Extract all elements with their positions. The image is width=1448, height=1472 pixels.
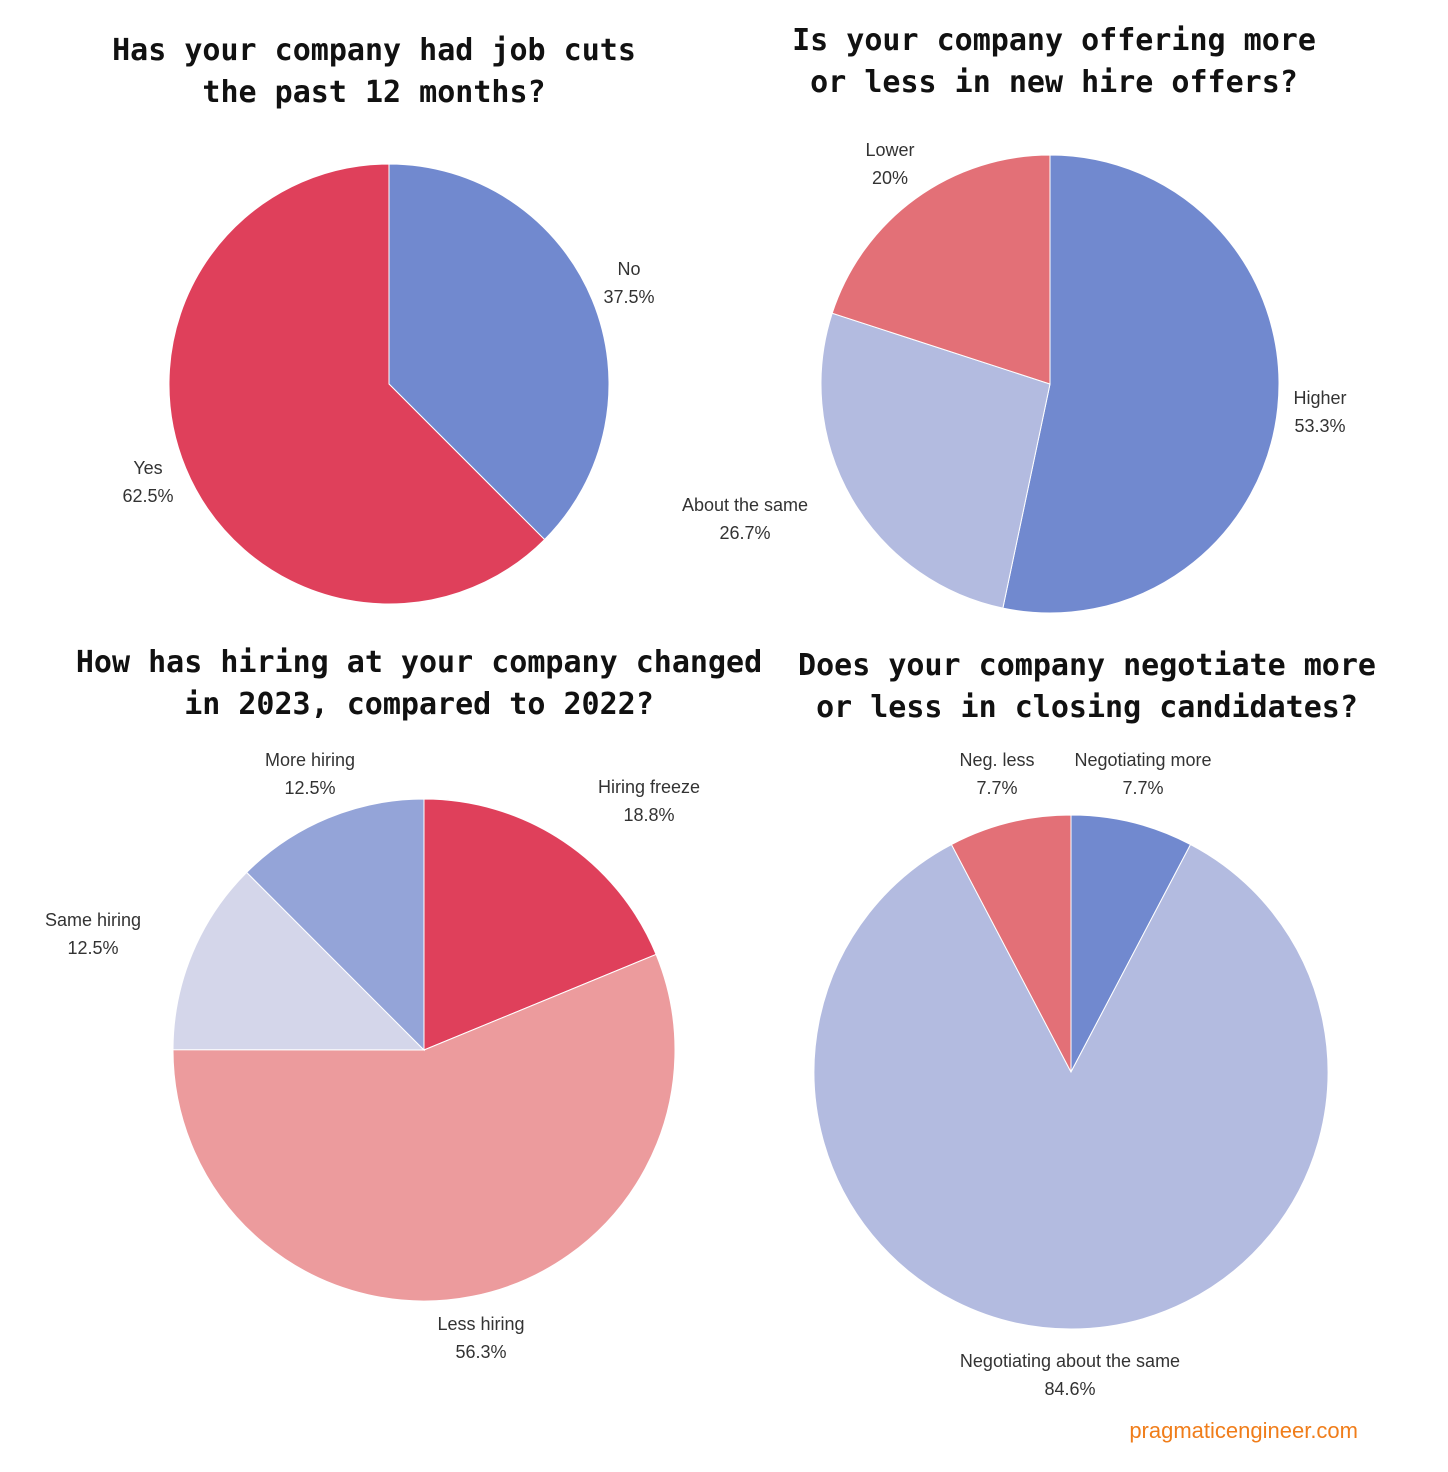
slice-label: Hiring freeze: [598, 777, 700, 797]
pie-chart-1: Has your company had job cuts the past 12…: [112, 33, 655, 605]
slice-value-label: 62.5%: [122, 486, 173, 506]
slice-label: Yes: [133, 458, 162, 478]
slice-label: Neg. less: [959, 750, 1034, 770]
pie-slice-same-hiring: [172, 871, 426, 1051]
pie-slice-more-hiring: [245, 798, 425, 1052]
chart-title-line: the past 12 months?: [202, 75, 545, 110]
pie-slice-neg-less: [950, 814, 1072, 1073]
slice-value-label: 26.7%: [719, 523, 770, 543]
chart-title-line: Has your company had job cuts: [112, 33, 636, 68]
slice-value-label: 7.7%: [1122, 778, 1163, 798]
pie-slice-yes: [168, 163, 546, 605]
slice-value-label: 12.5%: [284, 778, 335, 798]
slice-value-label: 53.3%: [1294, 416, 1345, 436]
slice-label: Same hiring: [45, 910, 141, 930]
slice-value-label: 7.7%: [976, 778, 1017, 798]
slice-value-label: 84.6%: [1044, 1379, 1095, 1399]
slice-label: More hiring: [265, 750, 355, 770]
pie-chart-3: How has hiring at your company changed in…: [45, 645, 762, 1362]
pie-slice-about-the-same: [820, 312, 1051, 609]
pie-chart-4: Does your company negotiate more or less …: [798, 648, 1376, 1399]
slice-value-label: 20%: [872, 168, 908, 188]
pie-slice-hiring-freeze: [423, 798, 657, 1051]
pie-slice-negotiating-about-the-same: [813, 843, 1329, 1330]
slice-label: Higher: [1293, 388, 1346, 408]
watermark-text: pragmaticengineer.com: [1129, 1418, 1358, 1443]
pie-slice-lower: [831, 154, 1051, 385]
slice-label: Less hiring: [437, 1314, 524, 1334]
slice-label: Lower: [865, 140, 914, 160]
slice-value-label: 56.3%: [455, 1342, 506, 1362]
slice-value-label: 18.8%: [623, 805, 674, 825]
chart-title-line: in 2023, compared to 2022?: [184, 687, 654, 722]
pie-slice-less-hiring: [172, 953, 676, 1302]
slice-label: About the same: [682, 495, 808, 515]
slice-value-label: 12.5%: [67, 938, 118, 958]
slice-label: Negotiating about the same: [960, 1351, 1180, 1371]
chart-title-line: How has hiring at your company changed: [76, 645, 762, 680]
pie-chart-2: Is your company offering more or less in …: [682, 23, 1347, 614]
slice-label: Negotiating more: [1074, 750, 1211, 770]
chart-title-line: or less in new hire offers?: [810, 65, 1298, 100]
pie-slice-no: [388, 163, 610, 541]
pie-slice-negotiating-more: [1070, 814, 1192, 1073]
chart-title-line: or less in closing candidates?: [816, 690, 1358, 725]
chart-title-line: Does your company negotiate more: [798, 648, 1376, 683]
slice-label: No: [617, 259, 640, 279]
pie-slice-higher: [1002, 154, 1280, 614]
chart-title-line: Is your company offering more: [792, 23, 1316, 58]
slice-value-label: 37.5%: [603, 287, 654, 307]
